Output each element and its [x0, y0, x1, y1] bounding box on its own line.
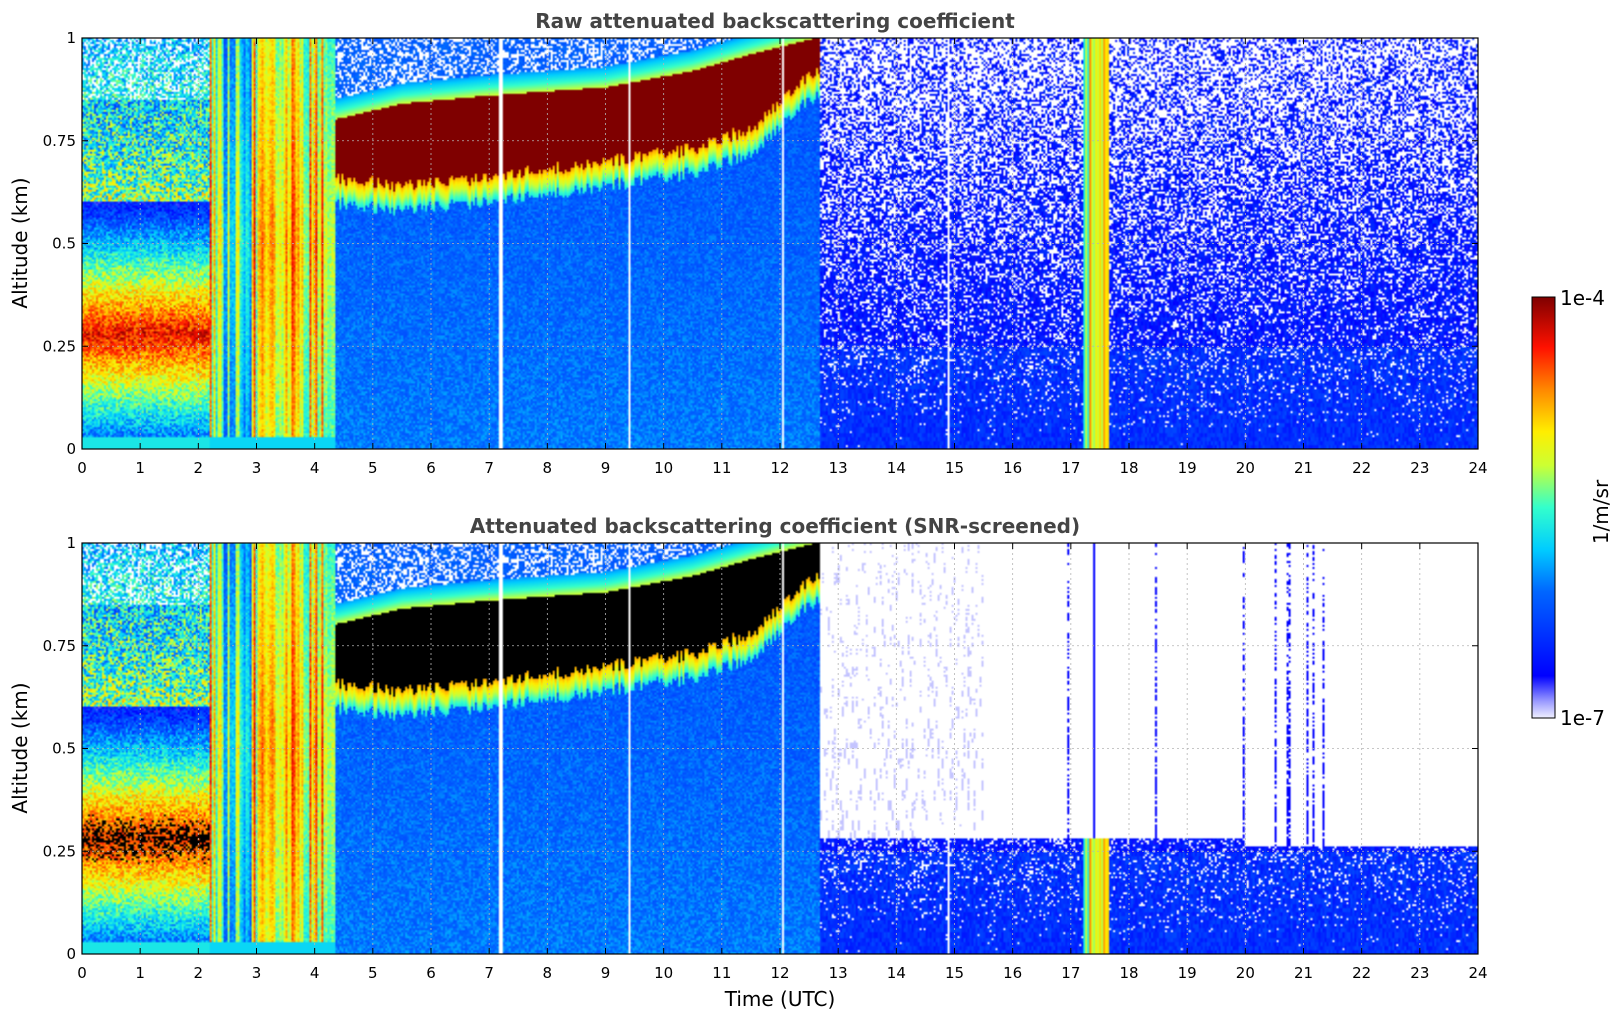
top-xtick-label: 10	[654, 459, 673, 477]
top-xtick-label: 1	[135, 459, 145, 477]
bottom-ylabel: Altitude (km)	[8, 682, 32, 813]
top-xtick-label: 19	[1178, 459, 1197, 477]
top-xtick-label: 7	[484, 459, 494, 477]
top-xtick-label: 5	[368, 459, 378, 477]
bottom-xtick-label: 14	[887, 964, 906, 982]
bottom-xtick-label: 11	[712, 964, 731, 982]
bottom-xtick-label: 5	[368, 964, 378, 982]
bottom-panel: Attenuated backscattering coefficient (S…	[8, 514, 1488, 1011]
top-ytick-label: 0.75	[43, 132, 76, 150]
top-xtick-label: 22	[1352, 459, 1371, 477]
top-xtick-label: 3	[252, 459, 262, 477]
bottom-xtick-label: 12	[770, 964, 789, 982]
top-ytick-label: 0.5	[52, 235, 76, 253]
top-xtick-label: 24	[1468, 459, 1487, 477]
top-xtick-label: 20	[1236, 459, 1255, 477]
bottom-grid	[82, 543, 1478, 954]
bottom-xtick-label: 8	[543, 964, 553, 982]
top-xtick-label: 0	[77, 459, 87, 477]
bottom-xtick-label: 1	[135, 964, 145, 982]
bottom-xtick-label: 0	[77, 964, 87, 982]
top-xtick-label: 8	[543, 459, 553, 477]
bottom-ytick-label: 1	[66, 534, 76, 552]
bottom-ytick-label: 0.5	[52, 740, 76, 758]
bottom-xtick-label: 16	[1003, 964, 1022, 982]
colorbar: 1e-4 1e-7 1/m/sr	[1531, 286, 1613, 730]
top-xtick-label: 14	[887, 459, 906, 477]
top-xtick-label: 16	[1003, 459, 1022, 477]
bottom-xtick-label: 10	[654, 964, 673, 982]
top-panel-title: Raw attenuated backscattering coefficien…	[535, 9, 1015, 33]
top-xtick-label: 17	[1061, 459, 1080, 477]
top-ytick-label: 1	[66, 29, 76, 47]
bottom-ytick-label: 0.75	[43, 637, 76, 655]
bottom-xlabel: Time (UTC)	[724, 987, 836, 1011]
top-panel: Raw attenuated backscattering coefficien…	[8, 9, 1488, 477]
bottom-xtick-label: 7	[484, 964, 494, 982]
bottom-xtick-label: 3	[252, 964, 262, 982]
bottom-xtick-label: 15	[945, 964, 964, 982]
top-xtick-label: 21	[1294, 459, 1313, 477]
bottom-xtick-label: 2	[194, 964, 204, 982]
top-ytick-label: 0	[66, 440, 76, 458]
top-xtick-label: 2	[194, 459, 204, 477]
bottom-ytick-label: 0	[66, 945, 76, 963]
top-ticks: 0 1 2 3 4 5 6 7 8 9 10 11 12 13 14 15 16 17 18 19 20 21 22 23 24…	[43, 29, 1488, 477]
bottom-xtick-label: 20	[1236, 964, 1255, 982]
bottom-xtick-label: 24	[1468, 964, 1487, 982]
colorbar-max-label: 1e-4	[1560, 286, 1605, 310]
bottom-xtick-label: 18	[1119, 964, 1138, 982]
bottom-xtick-label: 19	[1178, 964, 1197, 982]
bottom-xtick-label: 17	[1061, 964, 1080, 982]
bottom-ticks: 0 1 2 3 4 5 6 7 8 9 10 11 12 13 14 15 16 17 18 19 20 21 22 23 24…	[43, 534, 1488, 982]
top-xtick-label: 9	[601, 459, 611, 477]
top-grid	[82, 38, 1478, 449]
bottom-xtick-label: 13	[829, 964, 848, 982]
top-xtick-label: 4	[310, 459, 320, 477]
bottom-xtick-label: 21	[1294, 964, 1313, 982]
top-xtick-label: 6	[426, 459, 436, 477]
top-ylabel: Altitude (km)	[8, 177, 32, 308]
top-xtick-label: 18	[1119, 459, 1138, 477]
top-ytick-label: 0.25	[43, 337, 76, 355]
bottom-xtick-label: 23	[1410, 964, 1429, 982]
top-xtick-label: 15	[945, 459, 964, 477]
top-xtick-label: 23	[1410, 459, 1429, 477]
top-xtick-label: 11	[712, 459, 731, 477]
colorbar-scale	[1531, 296, 1556, 719]
top-xtick-label: 12	[770, 459, 789, 477]
bottom-xtick-label: 9	[601, 964, 611, 982]
top-xtick-label: 13	[829, 459, 848, 477]
bottom-xtick-label: 4	[310, 964, 320, 982]
bottom-ytick-label: 0.25	[43, 842, 76, 860]
colorbar-min-label: 1e-7	[1560, 706, 1605, 730]
bottom-panel-title: Attenuated backscattering coefficient (S…	[470, 514, 1080, 538]
bottom-xtick-label: 22	[1352, 964, 1371, 982]
bottom-xtick-label: 6	[426, 964, 436, 982]
colorbar-unit-label: 1/m/sr	[1589, 479, 1613, 544]
